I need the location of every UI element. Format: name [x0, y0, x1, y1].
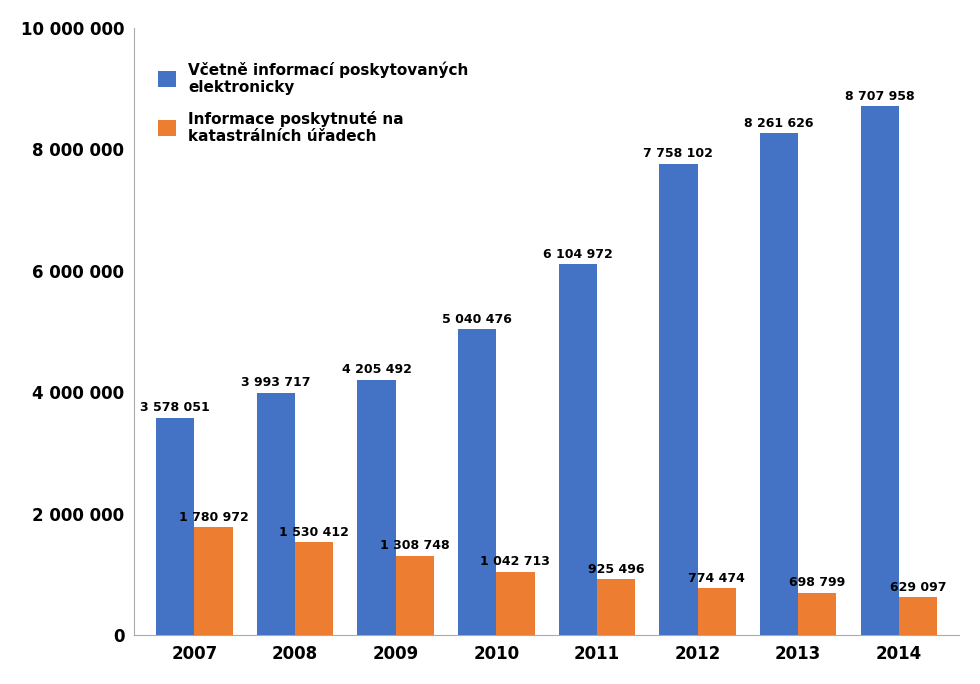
Bar — [597, 579, 635, 635]
Bar — [396, 556, 434, 635]
Bar — [559, 265, 597, 635]
Bar — [798, 593, 836, 635]
Text: 6 104 972: 6 104 972 — [543, 248, 612, 261]
Bar — [698, 588, 736, 635]
Text: 1 308 748: 1 308 748 — [380, 539, 450, 552]
Text: 774 474: 774 474 — [688, 572, 745, 585]
Text: 698 799: 698 799 — [789, 577, 846, 590]
Bar — [860, 106, 899, 635]
Text: 3 578 051: 3 578 051 — [140, 402, 210, 415]
Bar — [899, 597, 937, 635]
Text: 629 097: 629 097 — [890, 581, 946, 594]
Bar — [156, 418, 194, 635]
Bar — [194, 527, 232, 635]
Text: 1 530 412: 1 530 412 — [279, 526, 349, 539]
Bar — [295, 542, 333, 635]
Text: 4 205 492: 4 205 492 — [342, 363, 412, 376]
Bar — [496, 572, 534, 635]
Text: 8 707 958: 8 707 958 — [845, 90, 914, 103]
Bar — [257, 393, 295, 635]
Text: 3 993 717: 3 993 717 — [241, 376, 311, 389]
Text: 7 758 102: 7 758 102 — [644, 148, 713, 161]
Bar — [458, 329, 496, 635]
Bar — [660, 164, 698, 635]
Bar — [760, 133, 798, 635]
Text: 1 042 713: 1 042 713 — [480, 555, 551, 568]
Text: 8 261 626: 8 261 626 — [744, 117, 813, 130]
Text: 925 496: 925 496 — [588, 562, 644, 575]
Text: 1 780 972: 1 780 972 — [178, 510, 248, 523]
Legend: Včetně informací poskytovaných
elektronicky, Informace poskytnuté na
katastrální: Včetně informací poskytovaných elektroni… — [150, 54, 476, 152]
Bar — [358, 380, 396, 635]
Text: 5 040 476: 5 040 476 — [442, 313, 513, 326]
